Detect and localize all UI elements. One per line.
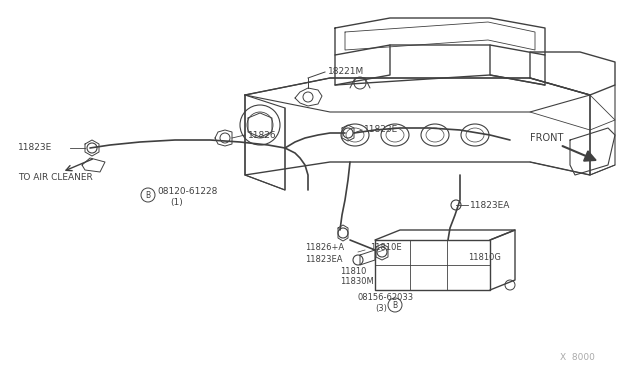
Text: X  8000: X 8000 bbox=[560, 353, 595, 362]
Text: 11830M: 11830M bbox=[340, 278, 374, 286]
Text: 11826+A: 11826+A bbox=[305, 244, 344, 253]
Text: 11826: 11826 bbox=[248, 131, 276, 140]
Text: (1): (1) bbox=[170, 198, 183, 206]
Text: 11823EA: 11823EA bbox=[305, 256, 342, 264]
Text: 11810E: 11810E bbox=[370, 244, 402, 253]
Text: 11810: 11810 bbox=[340, 267, 366, 276]
Text: TO AIR CLEANER: TO AIR CLEANER bbox=[18, 173, 93, 183]
Text: 11810G: 11810G bbox=[468, 253, 501, 263]
Text: (3): (3) bbox=[375, 304, 387, 312]
Text: 11823E: 11823E bbox=[18, 144, 52, 153]
Text: 11823EA: 11823EA bbox=[470, 201, 510, 209]
Text: 08120-61228: 08120-61228 bbox=[157, 187, 218, 196]
Text: 11823E: 11823E bbox=[364, 125, 398, 135]
Text: FRONT: FRONT bbox=[530, 133, 563, 143]
Text: 08156-62033: 08156-62033 bbox=[358, 294, 414, 302]
Text: 18221M: 18221M bbox=[328, 67, 364, 77]
Text: B: B bbox=[392, 301, 397, 310]
Text: B: B bbox=[145, 190, 150, 199]
